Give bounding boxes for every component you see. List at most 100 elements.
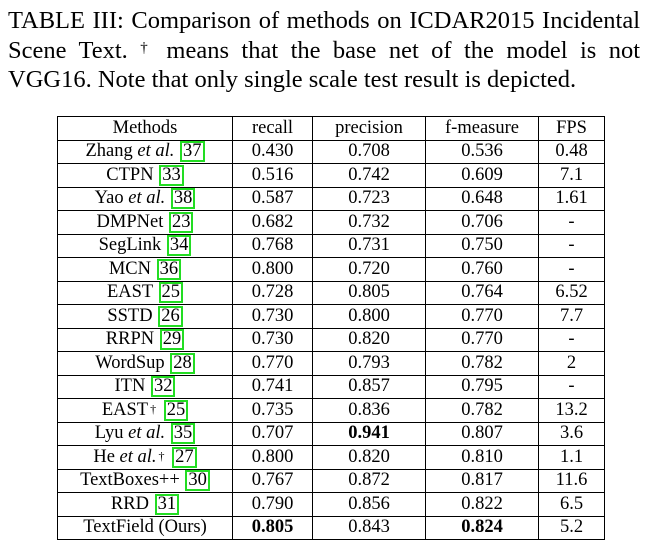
citation-link[interactable]: 31 <box>154 493 180 515</box>
method-name: ITN <box>114 376 146 397</box>
recall-cell: 0.741 <box>232 374 313 399</box>
header-recall: recall <box>232 116 313 141</box>
f-measure-cell: 0.782 <box>425 351 539 376</box>
table-row: EAST † 25 0.735 0.836 0.782 13.2 <box>57 398 605 423</box>
recall-cell: 0.767 <box>232 468 313 493</box>
citation-link[interactable]: 35 <box>170 423 196 445</box>
f-measure-cell: 0.770 <box>425 327 539 352</box>
precision-cell: 0.820 <box>312 327 426 352</box>
precision-cell: 0.872 <box>312 468 426 493</box>
recall-cell: 0.587 <box>232 186 313 211</box>
method-cell: TextField (Ours) <box>57 515 233 540</box>
citation-link[interactable]: 23 <box>168 211 194 233</box>
table-row: Yao et al. 38 0.587 0.723 0.648 1.61 <box>57 186 605 211</box>
method-cell: EAST † 25 <box>57 398 233 423</box>
caption-note: means that the base net of the model is … <box>8 36 641 94</box>
f-measure-cell: 0.648 <box>425 186 539 211</box>
f-measure-cell: 0.824 <box>425 515 539 540</box>
method-cell: EAST 25 <box>57 280 233 305</box>
precision-cell: 0.800 <box>312 304 426 329</box>
method-name: TextBoxes++ <box>80 470 180 491</box>
fps-cell: 11.6 <box>538 468 605 493</box>
citation-link[interactable]: 29 <box>159 329 185 351</box>
f-measure-cell: 0.536 <box>425 139 539 164</box>
method-name: SegLink <box>98 235 162 256</box>
method-cell: SegLink 34 <box>57 233 233 258</box>
method-name: He <box>93 446 115 467</box>
precision-cell: 0.941 <box>312 421 426 446</box>
method-cell: WordSup 28 <box>57 351 233 376</box>
table-row: CTPN 33 0.516 0.742 0.609 7.1 <box>57 163 605 188</box>
citation-link[interactable]: 38 <box>170 188 196 210</box>
f-measure-cell: 0.609 <box>425 163 539 188</box>
method-cell: He et al. † 27 <box>57 445 233 470</box>
citation-link[interactable]: 30 <box>185 470 210 492</box>
citation-link[interactable]: 25 <box>158 282 184 304</box>
recall-cell: 0.790 <box>232 492 313 517</box>
method-name: EAST <box>101 399 149 420</box>
table-row: TextField (Ours) 0.805 0.843 0.824 5.2 <box>57 515 605 540</box>
citation-link[interactable]: 25 <box>163 399 189 421</box>
recall-cell: 0.682 <box>232 210 313 235</box>
method-name: Yao <box>94 188 124 209</box>
table-body: Zhang et al. 37 0.430 0.708 0.536 0.48 CTPN 3… <box>57 139 605 540</box>
recall-cell: 0.728 <box>232 280 313 305</box>
f-measure-cell: 0.782 <box>425 398 539 423</box>
fps-cell: - <box>538 233 605 258</box>
f-measure-cell: 0.770 <box>425 304 539 329</box>
recall-cell: 0.770 <box>232 351 313 376</box>
fps-cell: 0.48 <box>538 139 605 164</box>
et-al: et al. <box>128 188 166 209</box>
method-name: SSTD <box>107 305 153 326</box>
citation-link[interactable]: 33 <box>159 164 184 186</box>
recall-cell: 0.768 <box>232 233 313 258</box>
citation-link[interactable]: 26 <box>158 305 183 327</box>
fps-cell: - <box>538 327 605 352</box>
caption-dagger: † <box>140 39 154 56</box>
results-table: Methods recall precision f-measure FPS Z… <box>57 116 605 540</box>
method-cell: TextBoxes++ 30 <box>57 468 233 493</box>
method-cell: RRD 31 <box>57 492 233 517</box>
recall-cell: 0.730 <box>232 327 313 352</box>
citation-link[interactable]: 34 <box>166 235 192 257</box>
table-row: TextBoxes++ 30 0.767 0.872 0.817 11.6 <box>57 468 605 493</box>
recall-cell: 0.730 <box>232 304 313 329</box>
method-cell: Zhang et al. 37 <box>57 139 233 164</box>
recall-cell: 0.516 <box>232 163 313 188</box>
method-name: Lyu <box>94 423 124 444</box>
citation-link[interactable]: 27 <box>172 446 197 468</box>
header-f-measure: f-measure <box>425 116 539 141</box>
precision-cell: 0.723 <box>312 186 426 211</box>
table-row: MCN 36 0.800 0.720 0.760- <box>57 257 605 282</box>
table-row: Zhang et al. 37 0.430 0.708 0.536 0.48 <box>57 139 605 164</box>
method-cell: Yao et al. 38 <box>57 186 233 211</box>
method-name: RRD <box>110 493 149 514</box>
table-row: RRD 31 0.790 0.856 0.822 6.5 <box>57 492 605 517</box>
precision-cell: 0.857 <box>312 374 426 399</box>
citation-link[interactable]: 32 <box>150 376 176 398</box>
method-name: Zhang <box>85 141 133 162</box>
et-al: et al. <box>119 446 157 467</box>
table-row: Lyu et al. 35 0.707 0.941 0.807 3.6 <box>57 421 605 446</box>
citation-link[interactable]: 28 <box>170 352 195 374</box>
f-measure-cell: 0.764 <box>425 280 539 305</box>
fps-cell: 13.2 <box>538 398 605 423</box>
recall-cell: 0.707 <box>232 421 313 446</box>
fps-cell: 2 <box>538 351 605 376</box>
f-measure-cell: 0.810 <box>425 445 539 470</box>
method-cell: ITN 32 <box>57 374 233 399</box>
citation-link[interactable]: 37 <box>180 141 205 163</box>
precision-cell: 0.720 <box>312 257 426 282</box>
precision-cell: 0.732 <box>312 210 426 235</box>
fps-cell: 3.6 <box>538 421 605 446</box>
fps-cell: - <box>538 257 605 282</box>
recall-cell: 0.735 <box>232 398 313 423</box>
table-row: WordSup 28 0.770 0.793 0.782 2 <box>57 351 605 376</box>
precision-cell: 0.820 <box>312 445 426 470</box>
table-row: EAST 25 0.728 0.805 0.764 6.52 <box>57 280 605 305</box>
precision-cell: 0.836 <box>312 398 426 423</box>
fps-cell: 1.1 <box>538 445 605 470</box>
method-name: TextField (Ours) <box>83 517 207 538</box>
method-cell: CTPN 33 <box>57 163 233 188</box>
citation-link[interactable]: 36 <box>156 258 182 280</box>
